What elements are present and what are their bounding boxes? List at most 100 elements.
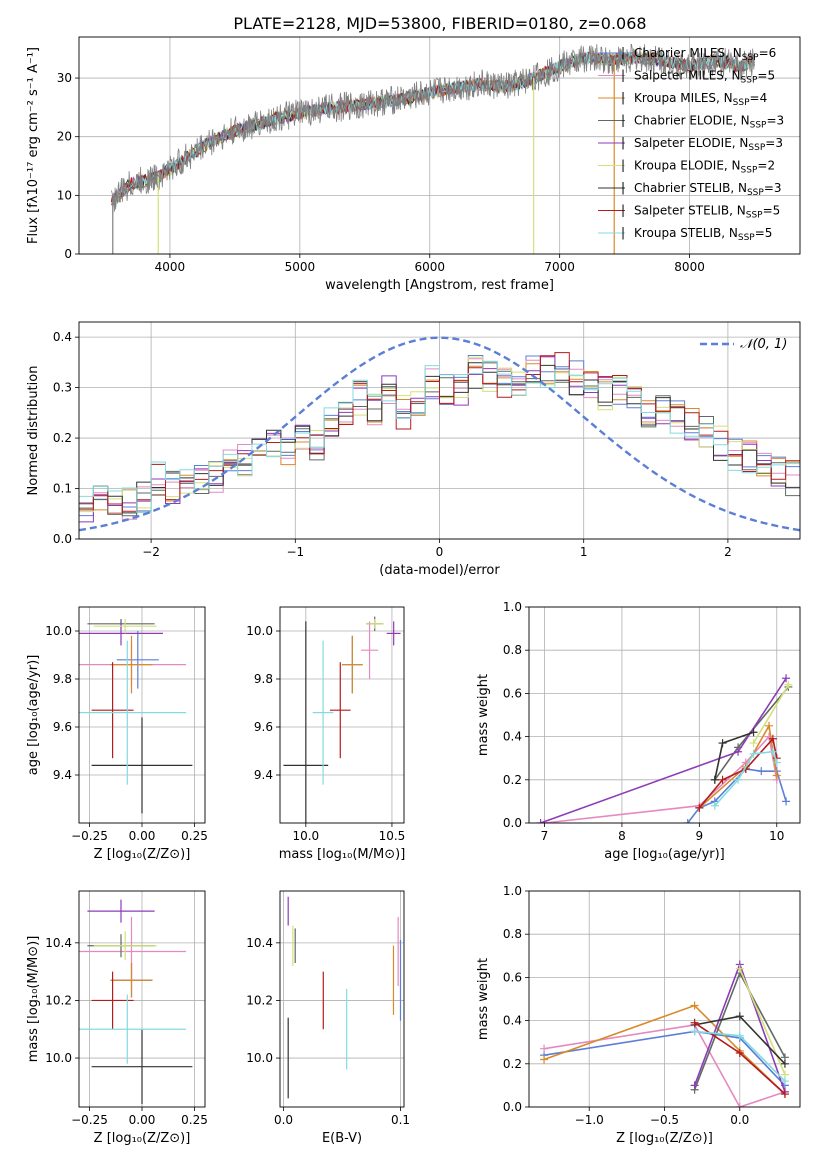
residuals-ylabel: Normed distribution [26, 366, 41, 496]
legend-marker: | [621, 91, 625, 105]
weight-vs-z-ylabel: mass weight [476, 958, 491, 1040]
mass-vs-ebv-ytick-label: 10.4 [246, 936, 273, 950]
residuals-histogram [79, 362, 800, 539]
weight-vs-age-marker [683, 819, 692, 823]
weight-vs-z-marker [780, 1077, 789, 1086]
weight-vs-z-marker [690, 1001, 699, 1010]
mass-vs-ebv-plot [287, 896, 402, 1099]
weight-vs-age-marker [768, 747, 777, 756]
spectrum-ytick-label: 10 [57, 188, 72, 202]
legend-marker: | [621, 136, 625, 150]
weight-vs-z-marker [735, 1012, 744, 1021]
mass-vs-ebv-xlabel: E(B-V) [322, 1131, 362, 1146]
weight-vs-age-marker [710, 801, 719, 810]
weight-vs-age-marker [772, 771, 781, 780]
weight-vs-age-line [540, 677, 787, 823]
age-vs-mass-plot [283, 616, 401, 823]
mass-vs-z-ylabel: mass [log₁₀(M/M⊙)] [26, 936, 41, 1063]
weight-vs-age-marker [749, 739, 758, 748]
residuals-ytick-label: 0.2 [53, 431, 72, 445]
spectrum-ytick-label: 20 [57, 130, 72, 144]
normal-curve [79, 336, 800, 532]
mass-vs-z-plot [79, 899, 193, 1105]
mass-vs-ebv-frame [279, 890, 405, 1108]
legend-label: Salpeter MILES, NSSP=5 [634, 69, 775, 86]
legend-label: Salpeter STELIB, NSSP=5 [634, 204, 780, 221]
weight-vs-age-marker [734, 775, 743, 784]
age-vs-z-axes: −0.25 0.00 0.25 9.4 9.6 9.8 10.0 Z [log₁₀(Z/Z⊙)… [26, 607, 208, 862]
residuals-histogram [79, 352, 800, 539]
weight-vs-z-marker [735, 1103, 744, 1107]
age-vs-z-ytick-label: 9.4 [53, 768, 72, 782]
residuals-xlabel: (data-model)/error [379, 563, 500, 578]
weight-vs-z-marker [690, 1027, 699, 1036]
weight-vs-age-ytick-label: 0.6 [503, 686, 522, 700]
spectrum-ytick-label: 30 [57, 71, 72, 85]
weight-vs-z-marker [540, 1055, 549, 1064]
weight-vs-age-plot [536, 674, 793, 823]
age-vs-z-ytick-label: 9.8 [53, 672, 72, 686]
residuals-histogram [79, 356, 800, 539]
weight-vs-age-ytick-label: 0.4 [503, 730, 522, 744]
residuals-ytick-label: 0.4 [53, 330, 72, 344]
mass-vs-ebv-ytick-label: 10.2 [246, 993, 273, 1007]
mass-vs-z-ytick-label: 10.2 [45, 993, 72, 1007]
weight-vs-age-marker [765, 721, 774, 730]
weight-vs-age-frame [528, 606, 801, 824]
weight-vs-z-ytick-label: 0.6 [503, 970, 522, 984]
weight-vs-z-marker [780, 1090, 789, 1099]
weight-vs-z-marker [690, 1081, 699, 1090]
age-vs-mass-xlabel: mass [log₁₀(M/M⊙)] [279, 847, 406, 862]
age-vs-mass-xtick-label: 10.5 [379, 829, 406, 843]
spectrum-xtick-label: 4000 [155, 260, 186, 274]
residuals-legend-label: 𝒩(0, 1) [740, 337, 787, 352]
legend-marker: | [621, 181, 625, 195]
mass-vs-ebv-ytick-label: 10.0 [246, 1051, 273, 1065]
weight-vs-age-ytick-label: 0.8 [503, 643, 522, 657]
age-vs-mass-frame [279, 606, 405, 824]
weight-vs-age-xtick-label: 7 [541, 829, 549, 843]
mass-vs-z-ytick-label: 10.0 [45, 1051, 72, 1065]
figure-title: PLATE=2128, MJD=53800, FIBERID=0180, z=0… [233, 14, 646, 33]
legend-label: Chabrier ELODIE, NSSP=3 [634, 114, 784, 131]
residuals-histogram [79, 356, 800, 539]
weight-vs-z-xtick-label: −1.0 [575, 1113, 604, 1127]
residuals-ytick-label: 0.3 [53, 381, 72, 395]
residuals-histogram [79, 363, 800, 539]
mass-vs-ebv-xtick-label: 0.1 [391, 1113, 410, 1127]
legend-label: Kroupa MILES, NSSP=4 [634, 91, 767, 108]
weight-vs-age-ylabel: mass weight [476, 674, 491, 756]
weight-vs-age-ytick-label: 1.0 [503, 600, 522, 614]
weight-vs-age-marker [772, 758, 781, 767]
weight-vs-z-marker [735, 964, 744, 973]
weight-vs-age-marker [749, 749, 758, 758]
weight-vs-z-ytick-label: 0.8 [503, 927, 522, 941]
mass-vs-z-axes: −0.25 0.00 0.25 10.0 10.2 10.4 Z [log₁₀(Z/Z⊙)]… [26, 891, 208, 1146]
weight-vs-age-ytick-label: 0.2 [503, 773, 522, 787]
weight-vs-z-line [543, 1024, 786, 1107]
weight-vs-age-marker [718, 775, 727, 784]
weight-vs-z-ytick-label: 0.4 [503, 1014, 522, 1028]
legend-marker: | [621, 158, 625, 172]
mass-vs-ebv-axes: 0.0 0.1 10.0 10.2 10.4 E(B-V) [246, 891, 410, 1146]
residuals-histogram [79, 355, 800, 539]
age-vs-mass-ytick-label: 10.0 [246, 624, 273, 638]
spectrum-xtick-label: 6000 [414, 260, 445, 274]
residuals-xtick-label: 2 [724, 545, 732, 559]
residuals-xtick-label: 1 [580, 545, 588, 559]
weight-vs-age-xtick-label: 10 [769, 829, 784, 843]
mass-vs-z-xtick-label: 0.25 [181, 1113, 208, 1127]
legend-marker: | [621, 46, 625, 60]
legend-label: Salpeter ELODIE, NSSP=3 [634, 136, 783, 153]
residuals-xtick-label: −1 [286, 545, 304, 559]
weight-vs-age-xtick-label: 9 [696, 829, 704, 843]
weight-vs-z-ytick-label: 0.0 [503, 1100, 522, 1114]
spectrum-xtick-label: 7000 [544, 260, 575, 274]
weight-vs-z-marker [735, 1031, 744, 1040]
weight-vs-z-marker [780, 1059, 789, 1068]
weight-vs-age-xtick-label: 8 [618, 829, 626, 843]
age-vs-mass-ytick-label: 9.4 [254, 768, 273, 782]
weight-vs-z-marker [540, 1044, 549, 1053]
residuals-ytick-label: 0.1 [53, 482, 72, 496]
